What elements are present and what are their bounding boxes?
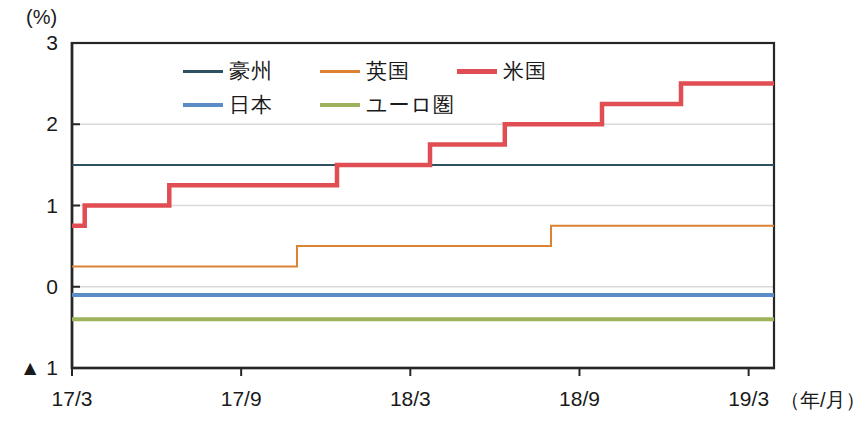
legend-item-eurozone: ユーロ圏 <box>320 91 457 119</box>
legend-row: 豪州 英国 米国 <box>183 54 594 88</box>
legend-swatch-eurozone <box>320 103 360 108</box>
legend-label-eurozone: ユーロ圏 <box>366 91 455 119</box>
legend-label-uk: 英国 <box>366 57 410 85</box>
policy-rate-chart: (%) 3210▲ 117/317/918/318/919/3 （年/月） 豪州… <box>0 0 863 422</box>
legend-swatch-australia <box>183 70 223 73</box>
legend-row: 日本 ユーロ圏 <box>183 88 594 122</box>
series-line-uk <box>72 226 774 267</box>
legend-item-us: 米国 <box>457 57 594 85</box>
legend-item-uk: 英国 <box>320 57 457 85</box>
chart-legend: 豪州 英国 米国日本 ユーロ圏 <box>183 54 594 122</box>
y-tick-label-3: 3 <box>4 30 58 56</box>
legend-label-australia: 豪州 <box>229 57 273 85</box>
y-tick-label-0: 0 <box>4 274 58 300</box>
x-tick-label-17/9: 17/9 <box>195 386 287 412</box>
x-tick-label-18/9: 18/9 <box>533 386 625 412</box>
x-axis-unit-label: （年/月） <box>780 387 863 414</box>
legend-swatch-us <box>457 69 497 74</box>
y-tick-label-1: 1 <box>4 193 58 219</box>
y-tick-label-2: 2 <box>4 111 58 137</box>
legend-label-japan: 日本 <box>229 91 273 119</box>
y-tick-label--1: ▲ 1 <box>4 355 58 381</box>
legend-swatch-uk <box>320 70 360 73</box>
x-tick-label-18/3: 18/3 <box>364 386 456 412</box>
x-tick-label-17/3: 17/3 <box>26 386 118 412</box>
legend-swatch-japan <box>183 103 223 108</box>
legend-item-japan: 日本 <box>183 91 320 119</box>
legend-item-australia: 豪州 <box>183 57 320 85</box>
legend-label-us: 米国 <box>503 57 547 85</box>
